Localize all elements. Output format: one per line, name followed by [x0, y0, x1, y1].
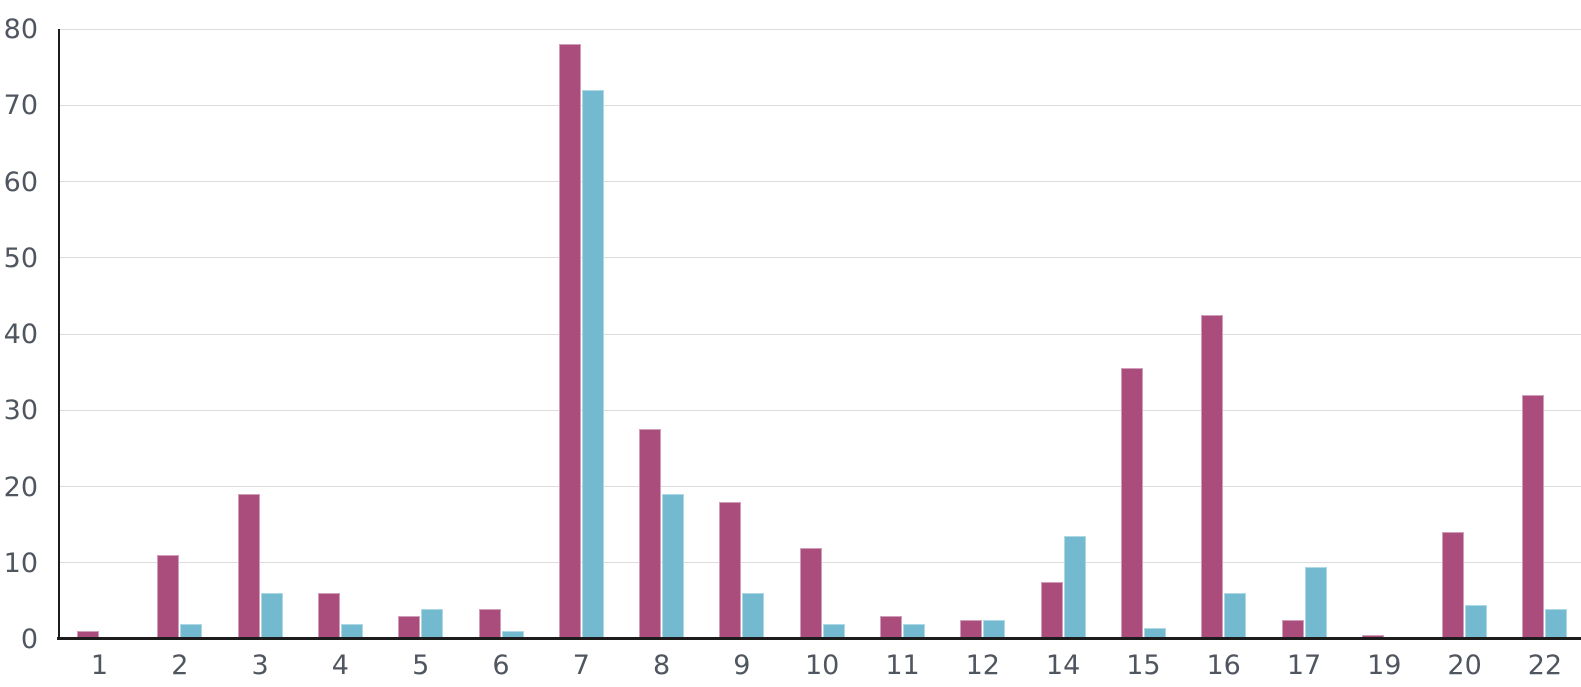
bar-pink-series — [1120, 368, 1143, 639]
bar-pink-series — [478, 608, 501, 639]
x-axis-line — [57, 637, 1581, 640]
gridline — [58, 409, 1581, 411]
bar-pink-series — [317, 593, 340, 639]
bar-blue-series — [1545, 608, 1568, 639]
x-axis-tick-label: 3 — [251, 650, 269, 681]
gridline — [58, 333, 1581, 335]
bar-pink-series — [1522, 395, 1545, 639]
bar-pink-series — [799, 547, 822, 639]
bar-blue-series — [983, 619, 1006, 639]
y-axis-tick-label: 40 — [3, 319, 38, 350]
bar-blue-series — [1224, 593, 1247, 639]
x-axis-tick-label: 1 — [90, 650, 109, 681]
y-axis-tick-label: 50 — [3, 242, 38, 274]
bar-pink-series — [1442, 532, 1465, 639]
bar-blue-series — [501, 631, 524, 639]
bar-pink-series — [77, 631, 99, 639]
bar-blue-series — [1304, 566, 1327, 639]
x-axis-tick-label: 11 — [885, 650, 920, 681]
y-axis-tick-label: 30 — [3, 395, 38, 427]
bar-blue-series — [340, 623, 363, 639]
bar-blue-series — [581, 90, 604, 639]
x-axis-tick-label: 4 — [331, 650, 349, 681]
gridline — [58, 104, 1581, 106]
y-axis-tick-label: 80 — [3, 14, 38, 45]
bar-pink-series — [1201, 314, 1224, 639]
y-axis-line — [58, 29, 60, 639]
bar-pink-series — [237, 494, 260, 639]
x-axis-tick-label: 15 — [1126, 650, 1161, 681]
y-axis-tick-label: 0 — [20, 624, 38, 655]
x-axis-tick-label: 7 — [572, 650, 590, 681]
bar-blue-series — [903, 623, 925, 639]
x-axis-tick-label: 6 — [492, 650, 510, 681]
bar-pink-series — [398, 616, 421, 639]
bar-pink-series — [960, 619, 983, 639]
x-axis-tick-label: 9 — [733, 650, 751, 681]
x-axis-tick-label: 14 — [1045, 650, 1081, 681]
gridline — [58, 257, 1581, 259]
y-axis-tick-label: 10 — [3, 547, 38, 579]
x-axis-tick-label: 12 — [965, 650, 1000, 681]
x-axis-tick-label: 19 — [1367, 650, 1402, 681]
bar-pink-series — [639, 429, 662, 639]
x-axis-tick-label: 10 — [805, 650, 840, 681]
bar-pink-series — [1281, 619, 1304, 639]
bar-blue-series — [822, 623, 845, 639]
bar-pink-series — [719, 501, 742, 639]
bar-blue-series — [1143, 627, 1166, 639]
bar-blue-series — [1063, 536, 1086, 639]
bar-pink-series — [558, 44, 581, 639]
bar-blue-series — [180, 623, 203, 639]
bar-blue-series — [421, 608, 444, 639]
gridline — [58, 28, 1581, 30]
bar-blue-series — [662, 494, 685, 639]
x-axis-tick-label: 22 — [1527, 650, 1563, 681]
bar-blue-series — [260, 593, 283, 639]
gridline — [58, 181, 1581, 182]
x-axis-tick-label: 5 — [412, 650, 430, 681]
gridline — [58, 486, 1581, 487]
y-axis-tick-label: 70 — [3, 90, 38, 122]
x-axis-tick-label: 8 — [653, 650, 671, 681]
y-axis-tick-label: 60 — [3, 166, 38, 198]
bar-pink-series — [1040, 581, 1063, 639]
y-axis-tick-label: 20 — [3, 471, 38, 503]
x-axis-tick-label: 2 — [171, 650, 189, 681]
bar-blue-series — [742, 593, 765, 639]
x-axis-tick-label: 16 — [1206, 650, 1241, 681]
bar-blue-series — [1465, 604, 1488, 639]
bar-pink-series — [157, 555, 180, 639]
x-axis-tick-label: 20 — [1447, 650, 1482, 681]
x-axis-tick-label: 17 — [1286, 650, 1322, 681]
bar-pink-series — [880, 616, 902, 639]
